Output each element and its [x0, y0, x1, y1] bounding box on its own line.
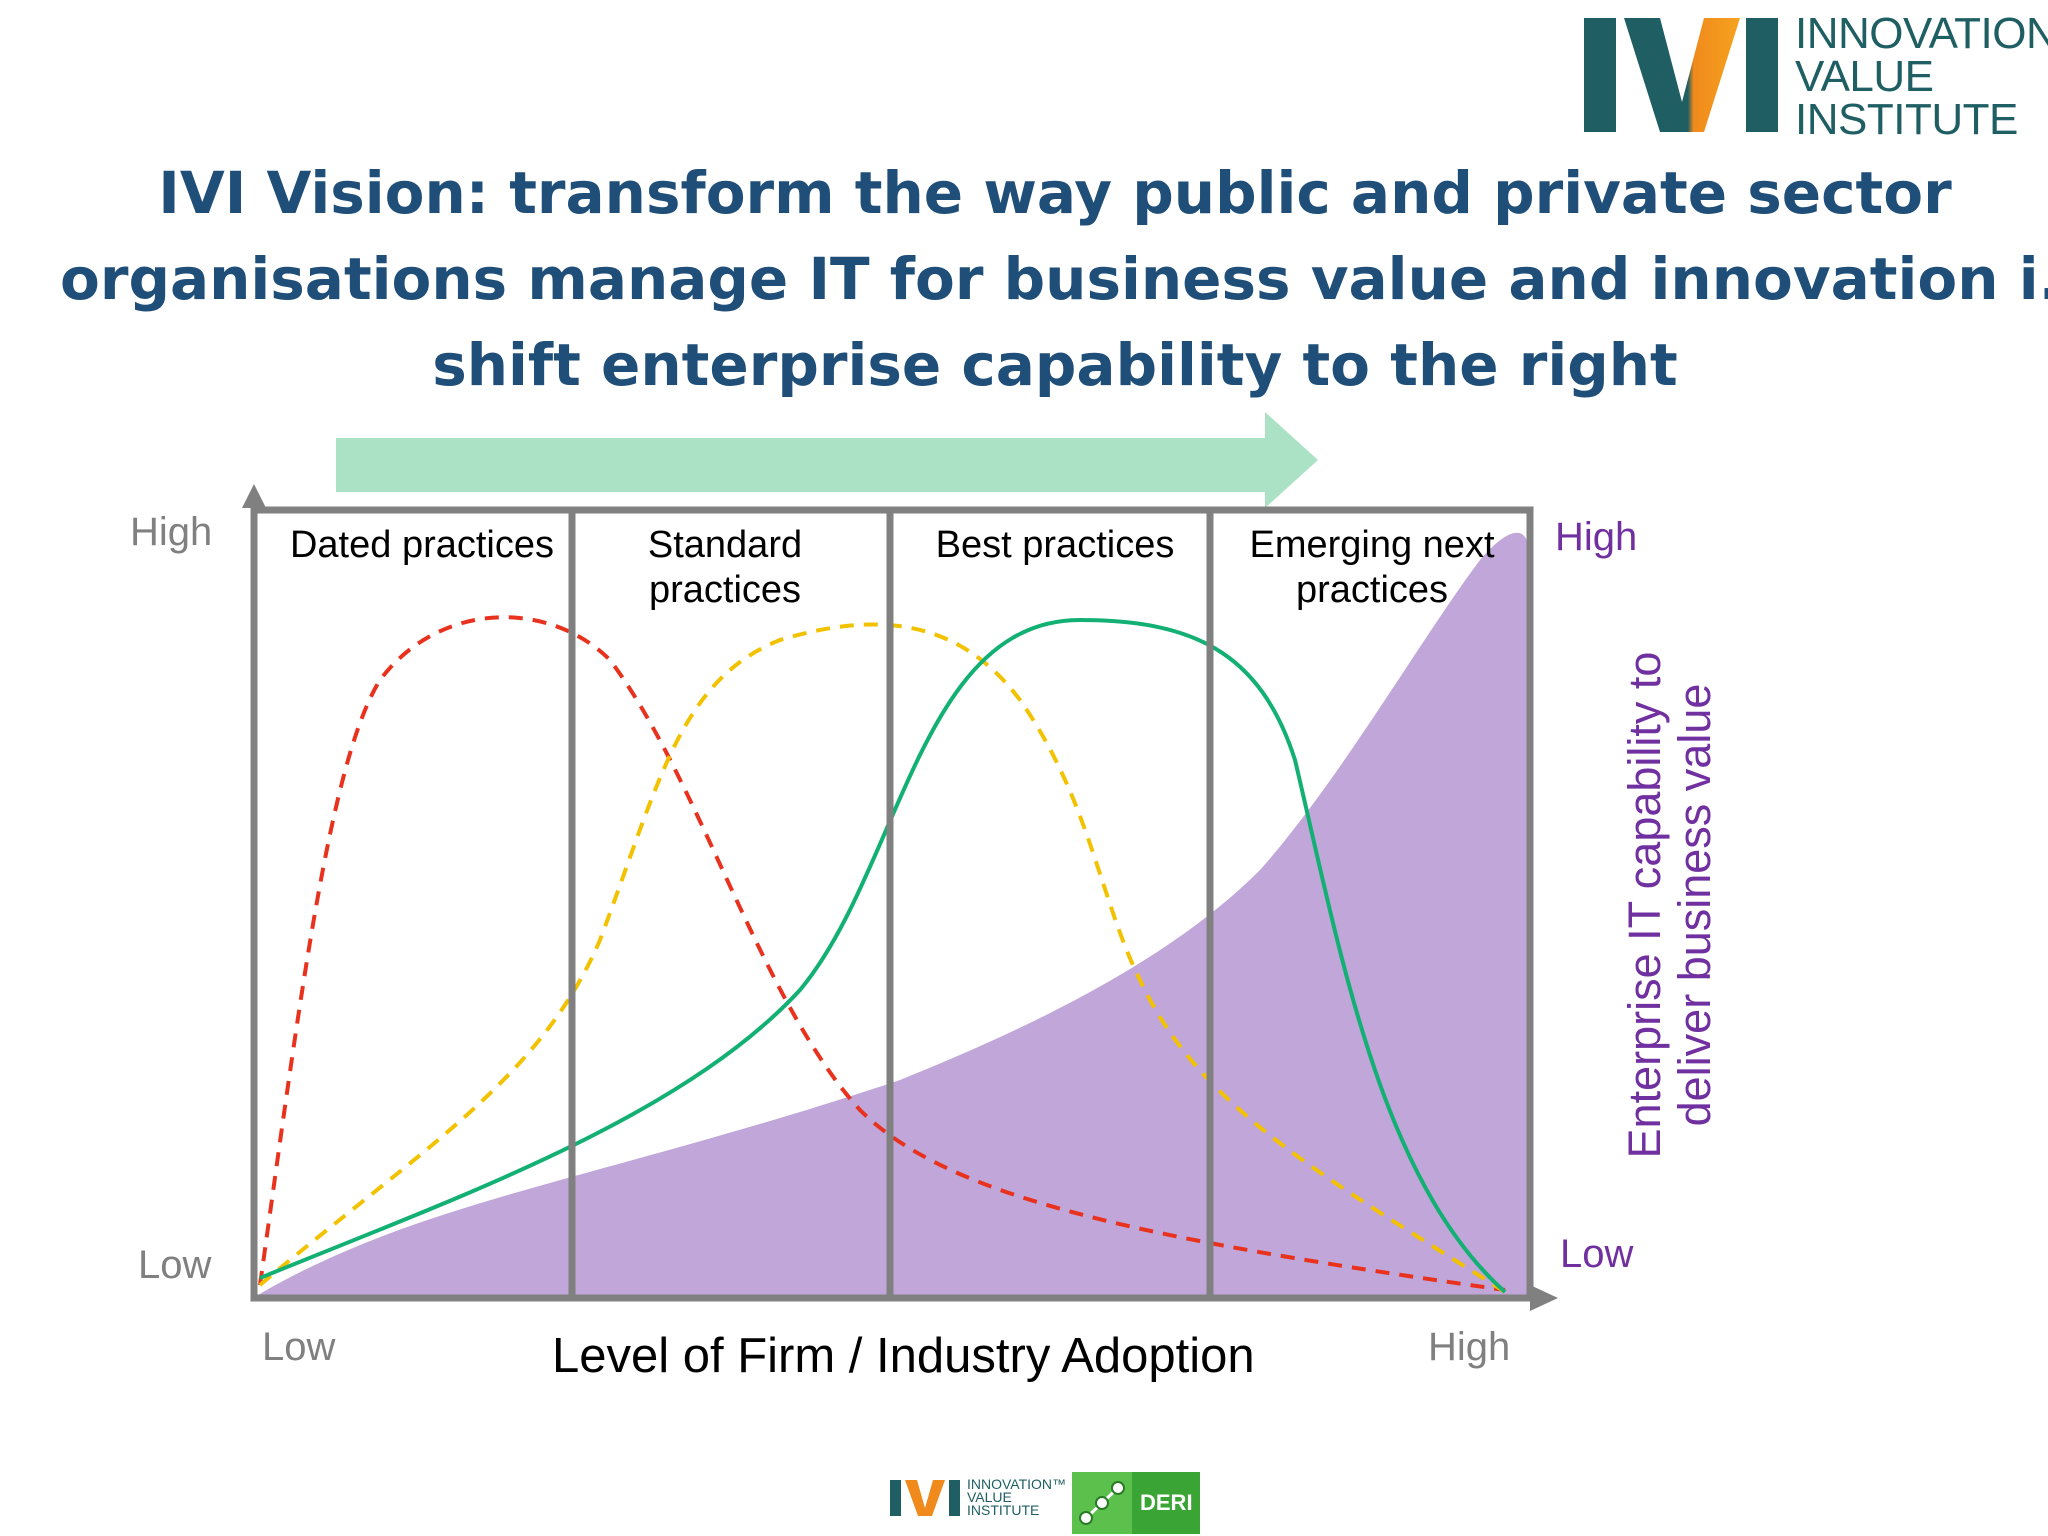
y-axis-arrowhead: [242, 484, 266, 508]
diagram-frame: [250, 506, 1534, 1302]
title-line-2: organisations manage IT for business val…: [60, 245, 2048, 313]
ivi-logo-mark: [1584, 18, 1778, 132]
column-label-standard: Standard practices: [647, 524, 803, 611]
column-label-dated: Dated practices: [289, 524, 554, 566]
x-axis-arrowhead: [1530, 1285, 1558, 1311]
ivi-logo-wordmark: INNOVATION™ VALUE INSTITUTE: [1795, 9, 2048, 144]
footer-deri-logo: [1072, 1472, 1200, 1534]
title-line-1: IVI Vision: transform the way public and…: [158, 159, 1952, 227]
left-axis-low: Low: [138, 1243, 212, 1287]
x-axis-low: Low: [262, 1325, 336, 1369]
slide-title: IVI Vision: transform the way public and…: [60, 150, 2048, 408]
footer-deri-label: DERI: [1140, 1490, 1193, 1515]
standard-practices-curve: [258, 622, 1507, 1294]
column-label-best: Best practices: [935, 524, 1175, 566]
left-axis-high: High: [130, 510, 213, 554]
x-axis-title: Level of Firm / Industry Adoption: [552, 1329, 1255, 1383]
best-practices-curve: [259, 617, 1507, 1294]
dated-practices-curve: [258, 615, 1506, 1292]
x-axis-high: High: [1428, 1325, 1511, 1369]
column-label-emerging: Emerging next practices: [1249, 524, 1495, 611]
logo-line-innovation: INNOVATION: [1795, 9, 2048, 58]
right-axis-low: Low: [1560, 1232, 1634, 1276]
logo-line-institute: INSTITUTE: [1795, 95, 2018, 144]
shift-right-arrow: [336, 412, 1318, 508]
title-line-3: shift enterprise capability to the right: [432, 331, 1678, 399]
footer-ivi-logo-mark: [890, 1480, 960, 1516]
right-axis-title: Enterprise IT capability to deliver busi…: [1619, 651, 1720, 1159]
logo-line-value: VALUE: [1795, 52, 1934, 101]
footer-ivi-wordmark: INNOVATION™ VALUE INSTITUTE: [967, 1476, 1067, 1518]
right-axis-high: High: [1555, 515, 1638, 559]
